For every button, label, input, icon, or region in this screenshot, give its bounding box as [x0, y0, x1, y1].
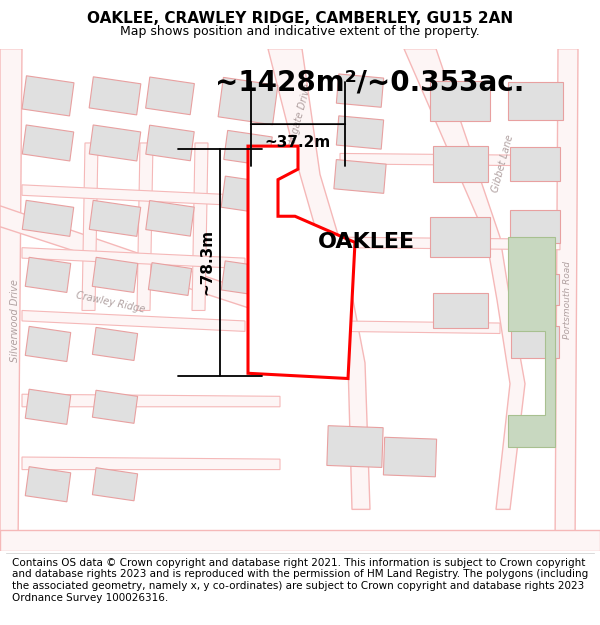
Bar [146, 77, 194, 115]
Bar [511, 274, 559, 305]
Polygon shape [508, 237, 555, 446]
Bar [337, 74, 383, 108]
Text: Northgate Drive: Northgate Drive [283, 83, 313, 161]
Text: Contains OS data © Crown copyright and database right 2021. This information is : Contains OS data © Crown copyright and d… [12, 558, 588, 602]
Bar [25, 389, 71, 424]
Bar [92, 468, 137, 501]
Bar [22, 76, 74, 116]
Bar [511, 326, 559, 357]
Text: Gibbet Lane: Gibbet Lane [491, 134, 515, 194]
Bar [22, 125, 74, 161]
Polygon shape [340, 321, 500, 334]
Polygon shape [0, 206, 340, 316]
Bar [510, 210, 560, 244]
Bar [334, 159, 386, 193]
Bar [89, 201, 141, 236]
Bar [25, 258, 71, 292]
Polygon shape [555, 49, 578, 551]
Bar [430, 81, 490, 121]
Polygon shape [22, 311, 245, 331]
Bar [148, 262, 191, 296]
Text: ~78.3m: ~78.3m [199, 229, 214, 296]
Text: ~1428m²/~0.353ac.: ~1428m²/~0.353ac. [215, 68, 524, 96]
Bar [89, 125, 141, 161]
Bar [221, 261, 275, 298]
Bar [92, 328, 137, 361]
Bar [146, 201, 194, 236]
Polygon shape [404, 49, 525, 509]
Bar [89, 77, 141, 115]
Bar [433, 292, 487, 328]
Polygon shape [22, 185, 245, 206]
Bar [224, 131, 272, 166]
Polygon shape [248, 146, 355, 379]
Bar [92, 258, 138, 292]
Polygon shape [0, 530, 600, 551]
Bar [327, 426, 383, 468]
Bar [433, 146, 487, 182]
Bar [25, 326, 71, 361]
Polygon shape [22, 394, 280, 407]
Polygon shape [137, 143, 153, 311]
Bar [25, 467, 71, 502]
Text: OAKLEE: OAKLEE [318, 232, 415, 253]
Bar [22, 201, 74, 236]
Bar [508, 82, 563, 120]
Polygon shape [268, 49, 370, 509]
Bar [510, 147, 560, 181]
Polygon shape [340, 237, 560, 250]
Bar [221, 176, 275, 214]
Text: Silverwood Drive: Silverwood Drive [10, 279, 20, 362]
Text: ~37.2m: ~37.2m [265, 134, 331, 149]
Text: OAKLEE, CRAWLEY RIDGE, CAMBERLEY, GU15 2AN: OAKLEE, CRAWLEY RIDGE, CAMBERLEY, GU15 2… [87, 11, 513, 26]
Bar [430, 217, 490, 257]
Polygon shape [82, 143, 98, 311]
Polygon shape [0, 49, 22, 551]
Text: Map shows position and indicative extent of the property.: Map shows position and indicative extent… [120, 25, 480, 38]
Polygon shape [22, 248, 245, 269]
Bar [337, 116, 383, 149]
Polygon shape [192, 143, 208, 311]
Text: Crawley Ridge: Crawley Ridge [75, 290, 146, 314]
Bar [218, 78, 278, 125]
Bar [383, 438, 437, 477]
Polygon shape [22, 457, 280, 469]
Text: Portsmouth Road: Portsmouth Road [563, 261, 572, 339]
Polygon shape [340, 153, 560, 166]
Bar [146, 125, 194, 161]
Bar [92, 390, 137, 423]
